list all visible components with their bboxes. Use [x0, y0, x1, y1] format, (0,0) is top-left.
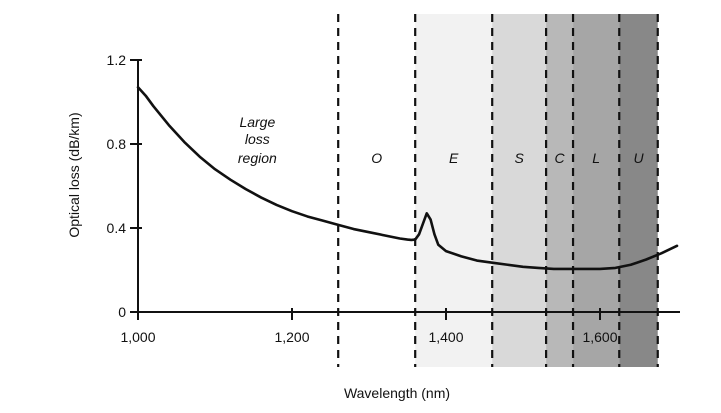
x-tick-label-2: 1,400 — [428, 329, 463, 345]
band-s — [492, 14, 547, 367]
band-u — [619, 14, 658, 367]
band-l — [573, 14, 620, 367]
band-label-l: L — [592, 150, 600, 166]
band-label-e: E — [449, 150, 459, 166]
band-o — [338, 14, 416, 367]
y-tick-label-2: 0.8 — [107, 136, 127, 152]
boundaries-layer — [337, 14, 659, 367]
band-label-s: S — [514, 150, 524, 166]
band-c — [546, 14, 574, 367]
x-tick-label-3: 1,600 — [582, 329, 617, 345]
loss-curve — [136, 86, 679, 271]
band-label-u: U — [633, 150, 644, 166]
y-tick-label-3: 1.2 — [107, 52, 127, 68]
annotation-0: Large — [239, 114, 275, 130]
band-label-o: O — [371, 150, 382, 166]
series-layer — [136, 86, 679, 271]
x-axis-title: Wavelength (nm) — [344, 385, 450, 401]
band-e — [415, 14, 493, 367]
x-tick-label-1: 1,200 — [274, 329, 309, 345]
ticks-layer — [130, 59, 601, 320]
y-tick-label-0: 0 — [118, 304, 126, 320]
band-label-c: C — [555, 150, 566, 166]
annotation-2: region — [238, 150, 277, 166]
bands-layer — [338, 14, 658, 367]
labels-layer: O E S C L U 0 0.4 0.8 1.2 1,000 1,200 1,400 1,600 Larg… — [66, 52, 644, 401]
annotation-1: loss — [245, 131, 270, 147]
axes-layer — [137, 60, 680, 313]
y-tick-label-1: 0.4 — [107, 220, 127, 236]
y-axis-title: Optical loss (dB/km) — [66, 112, 82, 237]
x-tick-label-0: 1,000 — [120, 329, 155, 345]
